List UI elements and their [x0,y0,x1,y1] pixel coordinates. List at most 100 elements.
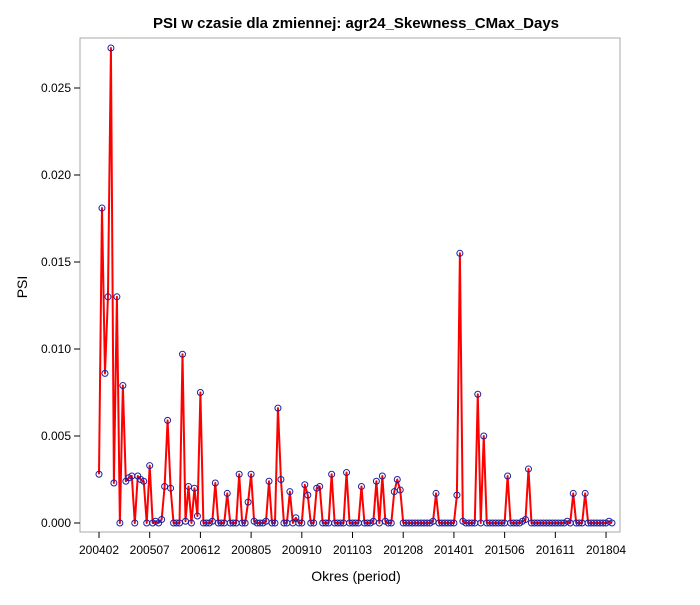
x-tick-label: 201401 [434,543,474,557]
data-point [146,462,154,470]
data-point [298,519,306,527]
data-point [110,479,118,487]
data-point [450,519,458,527]
data-point [179,350,187,358]
y-tick-label: 0.025 [41,81,71,95]
data-point [447,519,455,527]
data-point [453,491,461,499]
data-point [295,519,303,527]
data-point [575,519,583,527]
data-point [504,472,512,480]
data-point [116,519,124,527]
data-point [229,519,237,527]
data-point [569,489,577,497]
x-axis-title: Okres (period) [311,568,400,584]
data-point [235,470,243,478]
data-point [98,204,106,212]
data-point [241,519,249,527]
x-tick-label: 201506 [485,543,525,557]
psi-series-markers [95,44,616,527]
data-point [480,432,488,440]
data-point [343,469,351,477]
data-point [352,519,359,527]
x-tick-label: 200402 [79,543,119,557]
data-point [193,512,201,520]
data-point [357,482,365,490]
y-tick-label: 0.020 [41,168,71,182]
data-point [468,519,476,527]
data-point [280,519,288,527]
y-tick-label: 0.000 [41,516,71,530]
data-point [304,491,312,499]
plot-area-frame [79,37,621,533]
data-point [164,416,172,424]
data-point [113,293,121,301]
data-point [190,484,198,492]
data-point [310,519,318,527]
chart-title: PSI w czasie dla zmiennej: agr24_Skewnes… [153,15,559,32]
data-point [432,489,440,497]
x-tick-label: 200612 [180,543,220,557]
x-tick-label: 201611 [536,543,575,557]
data-point [456,249,464,257]
data-point [474,390,482,398]
y-tick-label: 0.010 [41,342,71,356]
data-point [238,519,246,527]
x-tick-label: 200910 [282,543,322,557]
data-point [95,470,103,478]
data-point [223,489,231,497]
data-point [316,482,324,490]
data-point [337,519,345,527]
data-point [524,465,532,473]
data-point [372,477,380,485]
data-point [107,44,115,52]
data-point [608,519,616,527]
data-point [322,519,330,527]
x-tick-label: 200507 [130,543,170,557]
data-point [173,519,181,527]
x-tick-label: 201804 [586,543,626,557]
data-point [277,476,285,483]
y-tick-label: 0.005 [41,429,71,443]
x-tick-label: 201103 [333,543,372,557]
x-axis: 200402 200507 200612 200805 200910 201103 2012… [79,532,626,557]
data-point [196,389,204,396]
data-point [396,486,404,494]
data-point [158,516,166,524]
data-point [119,382,127,390]
data-point [265,477,273,485]
y-axis-title: PSI [14,276,30,299]
data-point [167,484,175,492]
data-point [307,519,315,527]
data-point [217,519,225,527]
data-point [581,489,589,497]
data-point [393,476,401,483]
data-point [328,470,336,478]
data-point [378,472,386,480]
data-point [384,519,392,527]
data-point [244,498,252,506]
data-point [187,519,195,527]
data-point [292,514,300,522]
data-point [498,519,506,527]
data-point [104,293,112,301]
y-tick-label: 0.015 [41,255,71,269]
data-point [522,516,530,524]
data-point [286,488,294,496]
data-point [131,519,139,527]
data-point [271,519,279,527]
data-point [387,519,395,527]
x-tick-label: 201208 [383,543,423,557]
data-point [101,369,109,377]
data-point [211,479,219,487]
x-tick-label: 200805 [231,543,271,557]
data-point [274,404,282,412]
data-point [140,477,148,485]
data-point [301,481,309,489]
data-point [268,519,276,527]
data-point [247,470,255,478]
y-axis: 0.000 0.005 0.010 0.015 0.020 0.025 [41,81,80,530]
